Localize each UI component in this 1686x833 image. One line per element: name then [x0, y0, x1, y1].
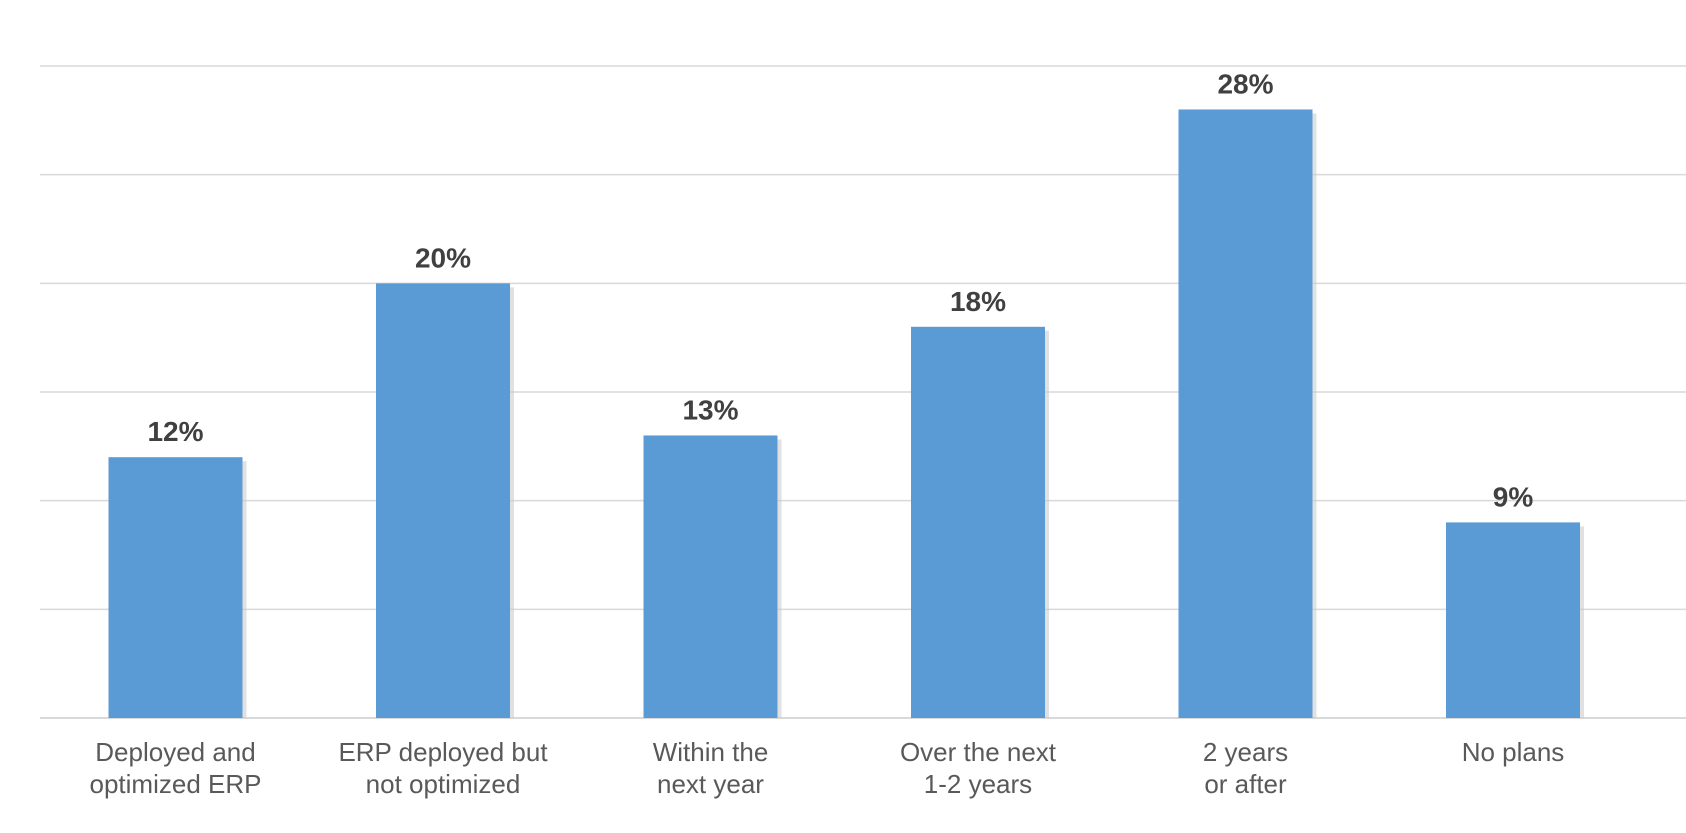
data-label: 13%	[682, 394, 738, 425]
bar-shadow	[777, 439, 782, 718]
bars	[108, 109, 1584, 718]
category-label-line: optimized ERP	[90, 769, 262, 799]
data-label: 28%	[1217, 68, 1273, 99]
bar	[911, 326, 1045, 718]
category-label-line: 2 years	[1203, 737, 1288, 767]
category-label: Over the next 1-2 years	[900, 737, 1057, 799]
category-label-line: No plans	[1462, 737, 1565, 767]
bar-shadow	[242, 461, 247, 718]
category-label-line: not optimized	[366, 769, 521, 799]
bar-shadow	[510, 287, 514, 718]
data-labels: 12% 20% 13% 18% 28% 9%	[147, 68, 1533, 512]
data-label: 20%	[415, 242, 471, 273]
category-axis-labels: Deployed and optimized ERP ERP deployed bu…	[90, 737, 1565, 799]
category-label-line: Deployed and	[95, 737, 255, 767]
category-label-line: Over the next	[900, 737, 1057, 767]
data-label: 18%	[950, 286, 1006, 317]
category-label-line: next year	[657, 769, 764, 799]
bar-shadow	[1045, 330, 1049, 718]
category-label-line: or after	[1204, 769, 1287, 799]
category-label: ERP deployed but not optimized	[338, 737, 548, 799]
bar	[1446, 522, 1580, 718]
bar	[108, 457, 243, 718]
category-label-line: Within the	[653, 737, 769, 767]
category-label: No plans	[1462, 737, 1565, 767]
bar	[643, 435, 778, 718]
data-label: 9%	[1493, 481, 1534, 512]
bar-shadow	[1312, 113, 1317, 718]
category-label: 2 years or after	[1203, 737, 1288, 799]
bar	[1178, 109, 1313, 718]
category-label-line: 1-2 years	[924, 769, 1032, 799]
gridlines	[40, 65, 1686, 719]
bar	[376, 283, 510, 718]
data-label: 12%	[147, 416, 203, 447]
category-label: Deployed and optimized ERP	[90, 737, 262, 799]
category-label-line: ERP deployed but	[338, 737, 548, 767]
bar-shadow	[1580, 526, 1584, 718]
category-label: Within the next year	[653, 737, 769, 799]
